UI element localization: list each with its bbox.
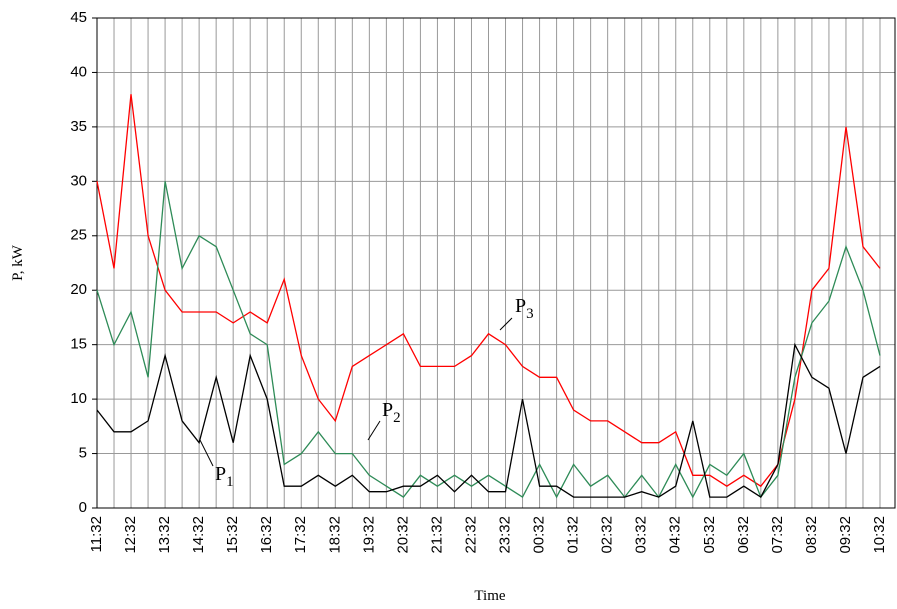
x-tick-label: 23:32 [496, 516, 513, 554]
y-tick-label: 25 [70, 227, 87, 244]
y-tick-label: 10 [70, 390, 87, 407]
x-tick-label: 22:32 [462, 516, 479, 554]
x-tick-label: 07:32 [769, 516, 786, 554]
x-tick-label: 10:32 [871, 516, 888, 554]
annotation-sub: 3 [526, 306, 534, 322]
annotation: P3 [515, 295, 534, 322]
series-line [96, 94, 881, 488]
y-tick-label: 35 [70, 118, 87, 135]
y-tick-label: 40 [70, 63, 87, 80]
x-tick-label: 06:32 [735, 516, 752, 554]
y-tick-label: 15 [70, 336, 87, 353]
annotation-text: P [382, 399, 393, 421]
annotation-text: P [515, 295, 526, 317]
annotation: P1 [215, 463, 234, 490]
x-tick-label: 13:32 [156, 516, 173, 554]
x-axis-label: Time [474, 588, 505, 604]
x-tick-label: 16:32 [258, 516, 275, 554]
y-tick-label: 20 [70, 281, 87, 298]
series-line [96, 342, 881, 499]
x-tick-label: 00:32 [531, 516, 548, 554]
x-tick-label: 12:32 [122, 516, 139, 554]
x-tick-label: 18:32 [326, 516, 343, 554]
y-tick-label: 5 [79, 445, 87, 462]
x-tick-label: 01:32 [565, 516, 582, 554]
annotation-sub: 2 [393, 410, 401, 426]
x-tick-label: 04:32 [667, 516, 684, 554]
x-tick-label: 19:32 [360, 516, 377, 554]
x-tick-label: 08:32 [803, 516, 820, 554]
annotation-leader [499, 317, 513, 331]
annotation-text: P [215, 463, 226, 485]
x-tick-label: 20:32 [394, 516, 411, 554]
annotation-leader [199, 439, 214, 467]
x-tick-label: 21:32 [428, 516, 445, 554]
x-tick-label: 02:32 [599, 516, 616, 554]
y-tick-label: 30 [70, 172, 87, 189]
annotation-sub: 1 [226, 474, 234, 490]
y-axis-label: P, kW [10, 244, 26, 281]
x-tick-label: 11:32 [88, 516, 105, 552]
x-tick-label: 09:32 [837, 516, 854, 554]
y-tick-label: 45 [70, 9, 87, 26]
y-tick-label: 0 [79, 499, 87, 516]
annotation-leader [367, 420, 381, 441]
annotation: P2 [382, 399, 401, 426]
plot-frame [96, 17, 896, 509]
x-tick-label: 15:32 [224, 516, 241, 554]
x-tick-label: 03:32 [633, 516, 650, 554]
x-tick-label: 17:32 [292, 516, 309, 554]
x-tick-label: 05:32 [701, 516, 718, 554]
series-line [96, 181, 881, 499]
x-tick-label: 14:32 [190, 516, 207, 554]
